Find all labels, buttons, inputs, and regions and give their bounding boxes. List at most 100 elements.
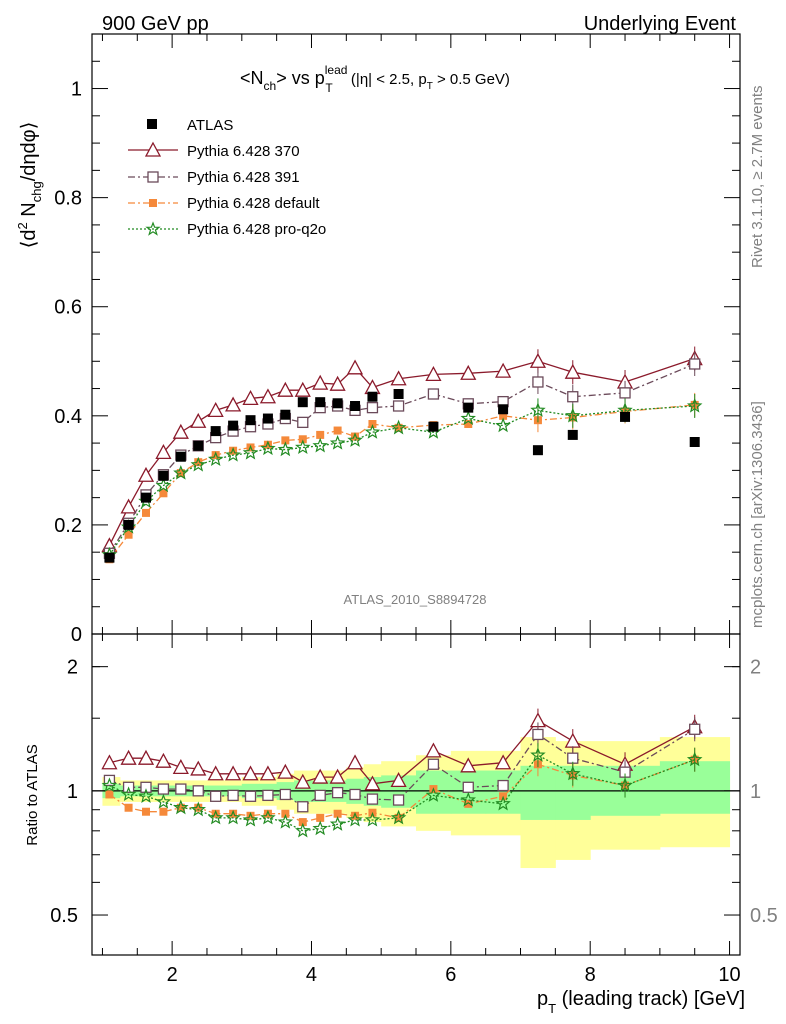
ratio-point-391 xyxy=(279,788,292,801)
main-point-370 xyxy=(137,466,155,482)
main-point-atlas xyxy=(428,421,439,432)
main-point-391 xyxy=(532,376,544,388)
ratio-point-proq2o xyxy=(225,809,241,825)
ratio-y-axis-label: Ratio to ATLAS xyxy=(24,744,41,845)
ratio-point-391 xyxy=(497,779,509,792)
main-point-atlas xyxy=(315,397,326,408)
main-point-370 xyxy=(564,363,581,379)
ratio-point-370 xyxy=(564,732,581,748)
main-point-370 xyxy=(172,423,189,439)
ratio-point-370 xyxy=(172,758,189,775)
ratio-point-proq2o xyxy=(425,787,442,802)
ratio-point-proq2o xyxy=(347,811,363,827)
ratio-y-tick-label: 1 xyxy=(67,781,78,803)
main-plot: 0 0.2 0.4 0.6 0.8 1 xyxy=(54,33,741,955)
legend-marker-391 xyxy=(147,171,159,183)
ratio-point-proq2o xyxy=(138,788,154,803)
main-point-proq2o xyxy=(242,444,259,460)
ratio-point-default xyxy=(176,803,185,812)
y-tick-label: 0.6 xyxy=(54,297,82,319)
main-point-proq2o xyxy=(260,440,276,456)
ratio-point-391 xyxy=(244,790,257,802)
ratio-point-391 xyxy=(349,788,361,801)
ratio-frame xyxy=(91,633,741,956)
ratio-line-default xyxy=(109,759,695,823)
ratio-point-proq2o xyxy=(565,765,581,781)
main-point-atlas xyxy=(532,445,543,456)
ratio-point-default xyxy=(394,813,403,822)
main-point-391 xyxy=(619,387,631,399)
main-point-atlas xyxy=(567,429,578,440)
main-point-default xyxy=(211,451,220,460)
ratio-point-proq2o xyxy=(155,793,172,809)
main-point-atlas xyxy=(175,451,186,462)
ratio-point-proq2o xyxy=(460,791,476,807)
main-point-370 xyxy=(190,412,207,428)
main-point-atlas xyxy=(620,411,631,422)
legend-label-proq2o: Pythia 6.428 pro-q2o xyxy=(187,221,326,238)
ratio-point-370 xyxy=(312,768,329,784)
main-point-370 xyxy=(495,362,512,378)
main-point-atlas xyxy=(262,413,273,424)
ratio-point-proq2o xyxy=(207,809,224,825)
main-point-370 xyxy=(425,365,442,382)
main-point-proq2o xyxy=(460,410,476,426)
main-point-atlas xyxy=(245,415,256,426)
ratio-point-391 xyxy=(175,783,187,795)
main-point-atlas xyxy=(158,470,169,481)
main-point-default xyxy=(298,435,307,444)
ratio-point-370 xyxy=(155,752,172,768)
ratio-point-default xyxy=(124,803,133,812)
ratio-point-proq2o xyxy=(173,799,189,815)
ratio-point-391 xyxy=(689,723,701,735)
legend-label-370: Pythia 6.428 370 xyxy=(187,143,300,160)
ratio-point-proq2o xyxy=(242,811,259,827)
main-point-proq2o xyxy=(312,437,328,453)
main-point-default xyxy=(394,423,403,432)
main-point-proq2o xyxy=(329,434,346,450)
ratio-point-proq2o xyxy=(277,813,294,829)
main-point-default xyxy=(351,432,360,441)
main-point-proq2o xyxy=(686,397,703,413)
ratio-point-370 xyxy=(346,754,364,770)
main-point-default xyxy=(333,426,342,435)
ratio-point-default xyxy=(298,818,307,827)
main-point-370 xyxy=(346,359,364,375)
ratio-point-370 xyxy=(242,765,259,781)
ratio-y-tick-label: 2 xyxy=(67,657,78,679)
x-axis-label: pT (leading track) [GeV] xyxy=(537,988,745,1016)
main-point-370 xyxy=(529,352,547,368)
main-point-370 xyxy=(242,389,259,406)
ratio-line-391 xyxy=(109,728,696,808)
ratio-point-391 xyxy=(567,752,579,764)
legend-marker-370 xyxy=(144,141,162,157)
ratio-y-tick-label-right: 0.5 xyxy=(750,905,778,927)
ratio-point-proq2o xyxy=(190,801,206,817)
ratio-point-default xyxy=(316,813,325,822)
ratio-point-default xyxy=(194,803,203,812)
main-point-atlas xyxy=(210,426,221,437)
legend-label-default: Pythia 6.428 default xyxy=(187,195,320,212)
legend: ATLAS Pythia 6.428 370 Pythia 6.428 391 … xyxy=(128,117,326,238)
main-point-atlas xyxy=(193,440,204,451)
main-point-proq2o xyxy=(207,451,224,467)
ratio-point-370 xyxy=(277,763,294,779)
main-point-391 xyxy=(366,401,379,414)
ratio-point-default xyxy=(263,809,272,818)
ratio-point-proq2o xyxy=(390,809,407,825)
ratio-point-391 xyxy=(462,781,474,793)
main-point-391 xyxy=(427,388,440,400)
main-point-proq2o xyxy=(155,477,172,493)
ratio-point-default xyxy=(281,809,290,818)
ratio-point-proq2o xyxy=(686,751,703,767)
ratio-point-proq2o xyxy=(101,777,118,793)
main-point-atlas xyxy=(280,409,291,420)
ratio-point-370 xyxy=(137,749,155,765)
main-point-proq2o xyxy=(347,432,363,447)
main-point-370 xyxy=(329,375,346,391)
ratio-point-default xyxy=(246,811,255,820)
ratio-point-370 xyxy=(225,765,242,781)
ratio-point-proq2o xyxy=(364,811,381,827)
ratio-y-tick-label: 0.5 xyxy=(50,905,78,927)
